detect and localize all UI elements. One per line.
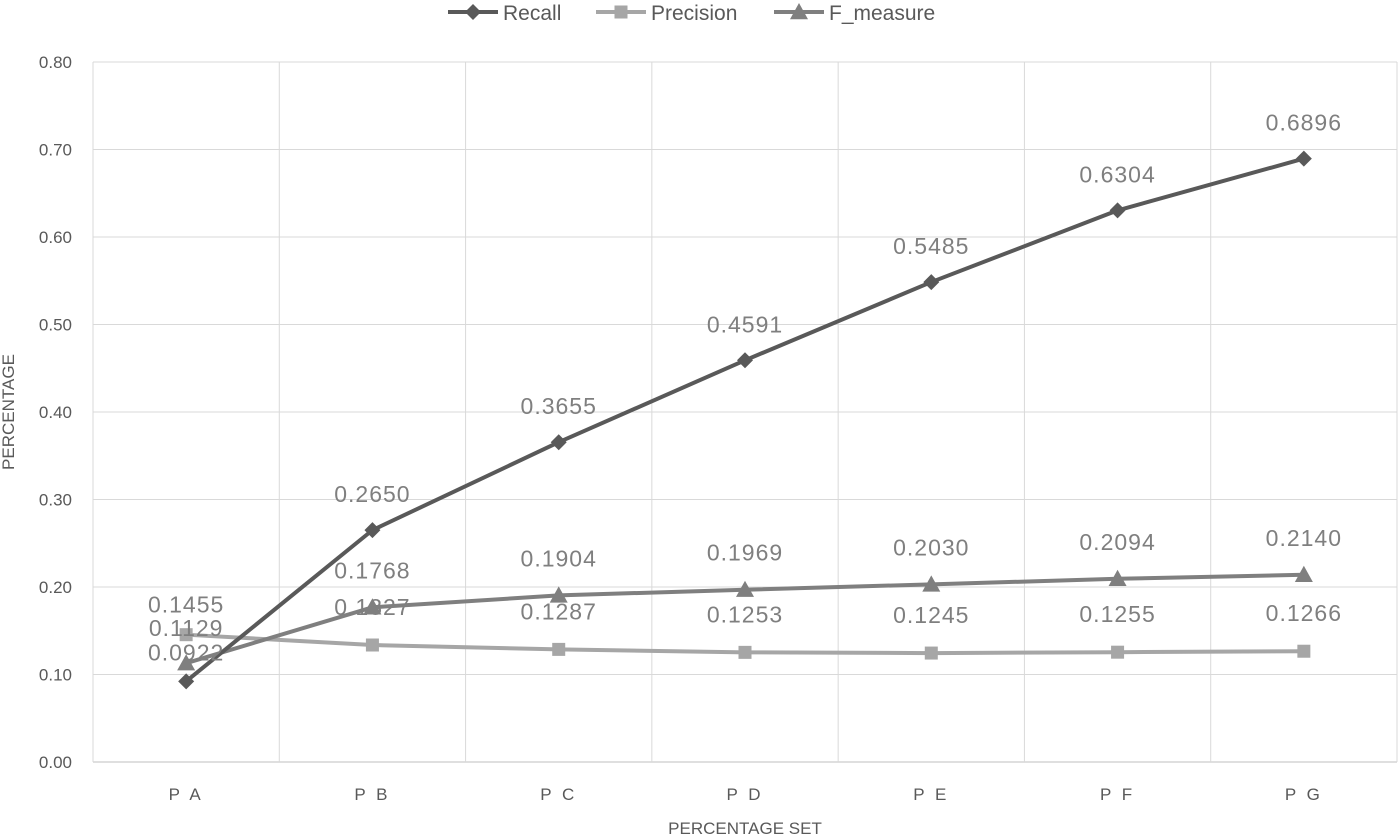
x-tick-label: P G [1285, 785, 1323, 804]
data-point-f_measure [922, 575, 941, 592]
data-label-f_measure: 0.2094 [1079, 529, 1155, 555]
x-axis-title: PERCENTAGE SET [668, 819, 822, 836]
data-point-recall [550, 434, 567, 451]
data-label-precision: 0.1253 [707, 601, 783, 627]
data-label-f_measure: 0.1969 [707, 540, 783, 566]
data-point-f_measure [363, 598, 382, 615]
x-tick-label: P D [726, 785, 763, 804]
legend-marker-precision [614, 5, 628, 19]
data-label-recall: 0.3655 [521, 393, 597, 419]
y-tick-label: 0.00 [39, 753, 72, 772]
data-point-precision [1297, 644, 1311, 658]
x-tick-label: P A [169, 785, 204, 804]
data-point-recall [178, 673, 195, 690]
data-label-recall: 0.6896 [1266, 110, 1342, 136]
y-tick-label: 0.80 [39, 53, 72, 72]
data-label-precision: 0.1255 [1079, 601, 1155, 627]
data-point-recall [923, 274, 940, 291]
legend: Recall Precision F_measure [448, 2, 935, 25]
data-label-recall: 0.6304 [1079, 161, 1155, 187]
data-point-f_measure [1294, 565, 1313, 582]
data-label-precision: 0.1287 [521, 598, 597, 624]
x-tick-label: P C [540, 785, 577, 804]
data-label-recall: 0.4591 [707, 311, 783, 337]
data-label-f_measure: 0.1129 [149, 615, 224, 641]
data-label-precision: 0.1266 [1266, 600, 1342, 626]
data-point-precision [924, 646, 938, 660]
y-tick-label: 0.50 [39, 316, 72, 335]
x-tick-label: P B [354, 785, 390, 804]
data-point-f_measure [549, 586, 568, 603]
data-label-recall: 0.5485 [893, 233, 969, 259]
legend-marker-recall [465, 4, 481, 20]
data-label-f_measure: 0.1768 [334, 557, 410, 583]
y-tick-label: 0.60 [39, 228, 72, 247]
data-label-precision: 0.1455 [148, 592, 224, 618]
data-label-recall: 0.2650 [334, 481, 410, 507]
data-label-precision: 0.1327 [334, 594, 410, 620]
data-label-precision: 0.1245 [893, 602, 969, 628]
data-point-precision [365, 638, 379, 652]
legend-label-recall: Recall [503, 2, 561, 25]
data-label-f_measure: 0.1904 [521, 545, 597, 571]
data-point-recall [1295, 150, 1312, 167]
data-point-precision [552, 642, 566, 656]
data-point-precision [1111, 645, 1125, 659]
data-point-recall [364, 522, 381, 539]
data-labels: 0.0922 0.2650 0.3655 0.4591 0.5485 0.6304 0.68… [148, 110, 1342, 666]
x-tick-label: P E [913, 785, 949, 804]
data-point-recall [737, 352, 753, 369]
data-point-precision [179, 628, 193, 642]
y-tick-label: 0.40 [39, 403, 72, 422]
data-point-f_measure [177, 654, 196, 671]
y-tick-label: 0.20 [39, 578, 72, 597]
data-point-recall [1109, 202, 1126, 219]
data-point-f_measure [1108, 569, 1127, 586]
data-point-f_measure [736, 580, 754, 597]
y-tick-label: 0.70 [39, 141, 72, 160]
x-tick-label: P F [1100, 785, 1135, 804]
grid [92, 61, 1398, 763]
legend-label-f_measure: F_measure [829, 2, 935, 25]
legend-marker-f_measure [790, 3, 808, 20]
legend-label-precision: Precision [651, 2, 737, 25]
data-label-recall: 0.0922 [148, 639, 224, 665]
data-label-f_measure: 0.2140 [1266, 525, 1342, 551]
data-label-f_measure: 0.2030 [893, 534, 969, 560]
y-tick-label: 0.30 [39, 491, 72, 510]
y-axis-title: PERCENTAGE [0, 354, 18, 470]
series [177, 150, 1313, 690]
y-tick-label: 0.10 [39, 666, 72, 685]
axes: 0.00 0.10 0.20 0.30 0.40 0.50 0.60 0.70 0.80 P A P… [39, 53, 1323, 804]
data-point-precision [738, 645, 752, 659]
